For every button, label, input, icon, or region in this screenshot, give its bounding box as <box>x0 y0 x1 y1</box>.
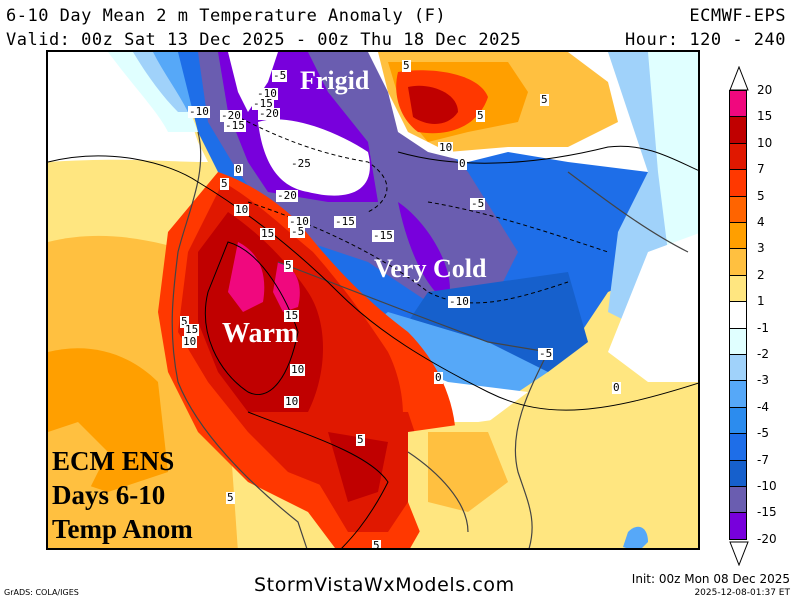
color-legend: 20 15 10 7 5 4 3 2 1 -1 -2 -3 -4 -5 -7 -10 -15 -20 <box>729 66 777 566</box>
contour-label: -5 <box>290 225 306 238</box>
contour-label: -20 <box>220 109 242 122</box>
contour-label: -15 <box>372 229 394 242</box>
legend-label: 20 <box>757 83 773 97</box>
legend-swatch <box>729 195 747 223</box>
contour-label: 5 <box>220 177 229 190</box>
legend-swatch <box>729 354 747 382</box>
legend-label: 4 <box>757 215 765 229</box>
legend-swatch <box>729 459 747 487</box>
generated-timestamp: 2025-12-08-01:37 ET <box>694 588 790 598</box>
contour-label: -5 <box>538 347 554 360</box>
legend-label: 3 <box>757 241 765 256</box>
legend-swatch <box>729 169 747 197</box>
legend-swatch <box>729 433 747 461</box>
forecast-hours: Hour: 120 - 240 <box>624 30 786 50</box>
contour-label: 5 <box>284 259 293 272</box>
legend-label: 10 <box>757 135 773 150</box>
contour-label: 0 <box>434 371 443 384</box>
contour-label: 5 <box>226 491 235 504</box>
contour-label: 5 <box>476 109 485 122</box>
contour-label: -25 <box>290 157 312 170</box>
contour-label: 10 <box>284 395 300 408</box>
contour-label: 0 <box>612 381 621 394</box>
legend-swatch <box>729 274 747 303</box>
legend-swatch <box>729 406 747 435</box>
contour-label: 5 <box>356 433 365 446</box>
contour-label: -5 <box>470 197 486 210</box>
contour-label: -15 <box>252 97 274 110</box>
contour-label: 5 <box>180 315 189 328</box>
legend-swatch <box>729 222 747 250</box>
contour-label: -15 <box>334 215 356 228</box>
legend-label: -2 <box>757 347 769 361</box>
legend-swatch <box>729 142 747 171</box>
contour-label: 10 <box>234 203 250 216</box>
legend-swatch <box>729 116 747 144</box>
legend-label: -1 <box>757 320 769 335</box>
contour-label: 5 <box>402 59 411 72</box>
contour-label: 0 <box>234 163 243 176</box>
label-frigid: Frigid <box>300 66 370 95</box>
label-very-cold: Very Cold <box>374 254 487 283</box>
contour-label: 10 <box>182 335 198 348</box>
product-line-3: Temp Anom <box>52 514 193 544</box>
legend-label: -10 <box>757 479 777 493</box>
contour-label: -20 <box>276 189 298 202</box>
temperature-anomaly-map: Frigid Very Cold Warm ECM ENS Days 6-10 … <box>46 50 700 550</box>
contour-label: -10 <box>188 105 210 118</box>
label-warm: Warm <box>222 318 299 349</box>
contour-label: 10 <box>438 141 454 154</box>
legend-label: -20 <box>757 531 777 546</box>
legend-swatch <box>729 486 747 514</box>
model-name: ECMWF-EPS <box>689 6 786 26</box>
legend-swatch <box>729 248 747 276</box>
legend-swatch <box>729 512 747 540</box>
contour-label: -20 <box>258 107 280 120</box>
legend-label: 7 <box>757 162 765 177</box>
contour-label: -10 <box>288 215 310 228</box>
legend-swatch <box>729 301 747 329</box>
legend-label: -3 <box>757 373 769 388</box>
contour-label: -10 <box>448 295 470 308</box>
legend-swatch <box>729 90 747 118</box>
legend-swatch <box>729 327 747 355</box>
title: 6-10 Day Mean 2 m Temperature Anomaly (F… <box>6 6 447 26</box>
legend-label: 2 <box>757 267 765 282</box>
valid-period: Valid: 00z Sat 13 Dec 2025 - 00z Thu 18 … <box>6 30 522 50</box>
contour-label: 15 <box>260 227 276 240</box>
contour-label: 0 <box>458 157 467 170</box>
contour-label: -15 <box>224 119 246 132</box>
product-line-1: ECM ENS <box>52 446 175 476</box>
product-annotation: ECM ENS Days 6-10 Temp Anom <box>52 444 193 546</box>
contour-label: 15 <box>284 309 300 322</box>
contour-label: -5 <box>272 69 288 82</box>
legend-label: 1 <box>757 294 765 309</box>
contour-label: -10 <box>256 87 278 100</box>
contour-label: 5 <box>372 539 381 550</box>
contour-label: 5 <box>540 93 549 106</box>
legend-label: 5 <box>757 188 765 203</box>
contour-label: 15 <box>184 323 200 336</box>
legend-label: -5 <box>757 426 769 441</box>
grads-credit: GrADS: COLA/IGES <box>4 588 79 597</box>
legend-label: -7 <box>757 452 769 467</box>
product-line-2: Days 6-10 <box>52 480 166 510</box>
legend-label: -15 <box>757 505 777 520</box>
contour-label: 10 <box>290 363 306 376</box>
legend-label: -4 <box>757 399 769 414</box>
legend-swatch <box>729 380 747 408</box>
legend-label: 15 <box>757 109 773 124</box>
site-name: StormVistaWxModels.com <box>254 574 515 596</box>
anomaly-field <box>48 52 698 548</box>
init-time: Init: 00z Mon 08 Dec 2025 <box>631 572 790 586</box>
